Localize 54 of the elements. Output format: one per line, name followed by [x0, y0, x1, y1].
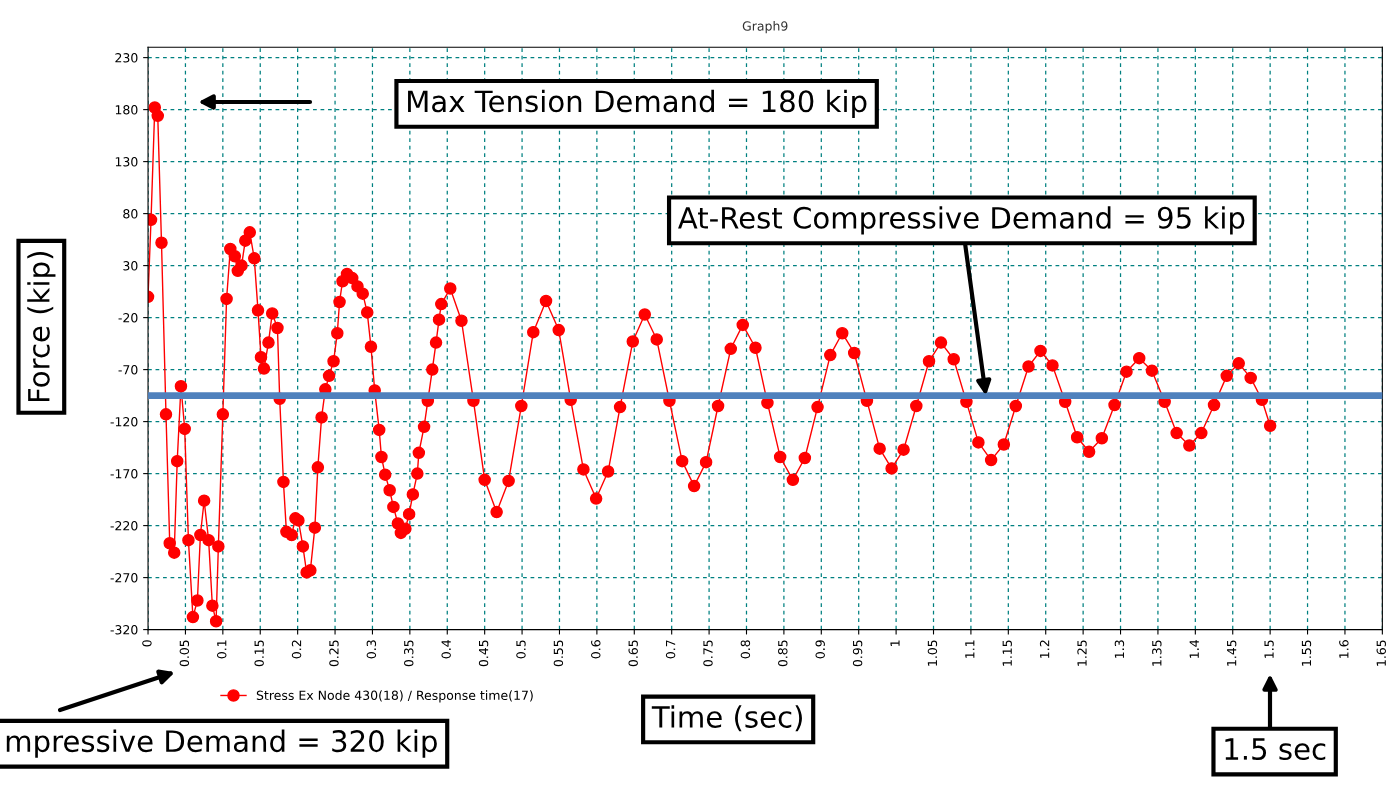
x-tick-label: 0.75 [703, 640, 713, 667]
y-tick-label: 230 [115, 53, 138, 63]
text: mpressive Demand = 320 kip [6, 729, 437, 758]
x-tick-label: 0.9 [815, 640, 825, 659]
x-tick-label: 0 [142, 640, 152, 647]
x-tick-label: 0.5 [516, 640, 526, 659]
y-tick-label: -270 [110, 573, 138, 583]
y-tick-label: 130 [115, 157, 138, 167]
x-tick-label: 1.6 [1339, 640, 1349, 658]
legend-label: Stress Ex Node 430(18) / Response time(17) [256, 690, 533, 703]
x-tick-label: 1.55 [1301, 640, 1312, 666]
y-tick-label: 80 [123, 209, 138, 219]
chart-title: Graph9 [742, 21, 788, 34]
y-tick-label: 30 [123, 261, 138, 271]
x-tick-label: 1.4 [1189, 640, 1199, 658]
x-tick-label: 0.35 [404, 640, 414, 667]
y-tick-label: 180 [115, 105, 138, 115]
x-tick-label: 1.3 [1114, 640, 1125, 658]
y-tick-label: -170 [110, 469, 138, 479]
x-tick-label: 0.2 [291, 640, 302, 659]
x-tick-label: 0.4 [441, 640, 451, 659]
x-tick-label: 0.85 [778, 640, 788, 667]
x-tick-label: 1.45 [1227, 640, 1237, 666]
y-tick-label: -320 [110, 625, 138, 635]
x-tick-label: 0.1 [217, 640, 227, 659]
x-tick-label: 0.7 [665, 640, 676, 659]
y-tick-label: -70 [118, 365, 138, 375]
y-axis-title: Force (kip) [27, 252, 56, 402]
y-tick-label: -220 [110, 521, 138, 531]
x-tick-label: 0.95 [852, 640, 863, 667]
x-tick-label: 0.3 [366, 640, 377, 659]
y-tick-label: -120 [110, 417, 138, 427]
x-axis-title: Time (sec) [651, 705, 802, 732]
x-tick-label: 0.6 [591, 640, 601, 659]
x-tick-label: 0.8 [740, 640, 751, 659]
x-tick-label: 1.25 [1077, 640, 1087, 666]
x-tick-label: 1.1 [965, 640, 975, 658]
y-tick-label: -20 [118, 313, 138, 323]
x-tick-label: 0.05 [179, 640, 190, 667]
annotation: At-Rest Compressive Demand = 95 kip [678, 206, 1245, 235]
x-tick-label: 0.15 [254, 640, 264, 667]
x-tick-label: 1.15 [1002, 640, 1012, 666]
x-tick-label: 1.2 [1039, 640, 1050, 658]
x-tick-label: 1.5 [1264, 640, 1274, 658]
x-tick-label: 0.45 [478, 640, 489, 667]
x-tick-label: 0.65 [628, 640, 638, 667]
x-tick-label: 0.25 [329, 640, 339, 667]
x-tick-label: 1.65 [1376, 640, 1386, 666]
text: 1.5 sec [1225, 738, 1326, 761]
x-tick-label: 0.55 [553, 640, 564, 667]
x-tick-label: 1.05 [927, 640, 938, 666]
annotation: Max Tension Demand = 180 kip [408, 89, 867, 118]
x-tick-label: 1 [890, 640, 900, 646]
x-tick-label: 1.35 [1152, 640, 1162, 666]
